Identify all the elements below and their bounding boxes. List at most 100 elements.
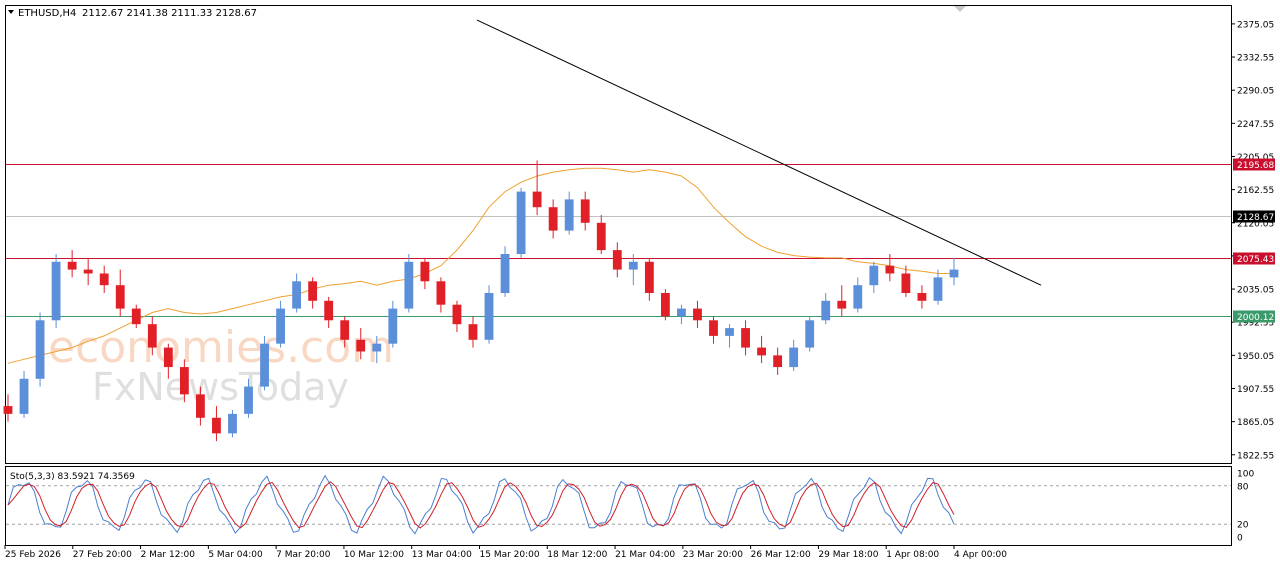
level-tag-2: 2075.43 (1237, 255, 1274, 265)
candle-body-51 (821, 300, 831, 321)
candle-body-16 (260, 343, 269, 387)
candle-body-11 (179, 367, 189, 395)
candle-body-20 (324, 300, 334, 321)
watermark-fxnewstoday: FxNewsToday (92, 365, 349, 409)
candle-body-0 (3, 406, 13, 414)
x-tick-label-2: 2 Mar 12:00 (141, 550, 196, 560)
level-tag-bg-3 (1233, 310, 1275, 323)
sto-axis-label-2: 20 (1237, 521, 1249, 531)
candle-body-17 (276, 308, 285, 344)
level-tag-0: 2195.68 (1237, 161, 1274, 171)
trendline (476, 19, 1042, 286)
candle-body-40 (644, 261, 654, 293)
candle-body-9 (147, 324, 157, 348)
watermark-economies: economies.com (48, 322, 394, 373)
candle-body-8 (131, 308, 141, 325)
candle-body-25 (404, 261, 414, 309)
candle-body-47 (757, 347, 767, 356)
candle-body-45 (725, 328, 734, 336)
candle-body-53 (853, 285, 863, 309)
y-tick-label-12: 1865.05 (1237, 418, 1274, 428)
candle-body-27 (436, 281, 446, 305)
x-tick-label-7: 15 Mar 20:00 (480, 550, 540, 560)
candle-body-24 (388, 308, 398, 344)
candle-body-23 (372, 343, 382, 352)
stochastic-group: 100 80 20 0 (6, 470, 1254, 544)
x-tick-label-6: 13 Mar 04:00 (412, 550, 472, 560)
candle-body-13 (212, 417, 221, 434)
scroll-marker-icon[interactable] (954, 6, 966, 12)
trendline-group (476, 19, 1042, 286)
stochastic-label: Sto(5,3,3) 83.5921 74.3569 (10, 472, 135, 482)
x-tick-label-11: 26 Mar 12:00 (751, 550, 811, 560)
level-tag-bg-2 (1233, 252, 1275, 265)
candle-body-10 (163, 347, 173, 368)
sto-signal-line (7, 481, 955, 529)
candle-body-58 (933, 277, 943, 301)
candle-body-46 (741, 328, 750, 348)
y-tick-label-8: 2035.05 (1237, 286, 1274, 296)
x-tick-label-10: 23 Mar 20:00 (683, 550, 743, 560)
candle-body-48 (773, 355, 783, 368)
candle-body-57 (917, 292, 927, 301)
candle-body-3 (51, 261, 61, 321)
price-axis: 2375.05 2332.55 2290.05 2247.55 2205.05 2162.… (1231, 20, 1274, 461)
x-tick-label-9: 21 Mar 04:00 (615, 550, 675, 560)
candle-body-29 (468, 324, 478, 340)
candle-body-59 (949, 269, 959, 278)
x-tick-label-0: 25 Feb 2026 (5, 550, 61, 560)
x-tick-label-5: 10 Mar 12:00 (344, 550, 404, 560)
level-tag-bg-1 (1233, 210, 1275, 223)
candle-body-37 (596, 222, 606, 251)
menu-triangle-icon[interactable] (8, 10, 14, 14)
horizontal-levels (6, 164, 1231, 317)
sto-axis-label-1: 80 (1237, 482, 1249, 492)
candle-body-34 (548, 207, 558, 231)
candle-body-5 (83, 269, 93, 274)
candle-body-54 (869, 265, 879, 286)
candle-body-43 (693, 308, 702, 321)
candle-body-33 (532, 191, 542, 208)
y-tick-label-5: 2162.55 (1237, 186, 1274, 196)
candles-group (3, 160, 959, 442)
candle-body-38 (612, 250, 622, 270)
y-tick-label-0: 2375.05 (1237, 20, 1274, 30)
ohlc-label: 2112.67 2141.38 2111.33 2128.67 (82, 8, 257, 19)
sto-axis-label-0: 100 (1237, 470, 1254, 480)
candle-body-52 (837, 300, 847, 309)
y-tick-label-4: 2205.05 (1237, 153, 1274, 163)
x-tick-label-8: 18 Mar 12:00 (547, 550, 607, 560)
candle-body-56 (901, 273, 911, 293)
sto-main-line (7, 474, 955, 535)
candle-body-19 (308, 281, 318, 301)
time-axis: 25 Feb 2026 27 Feb 20:00 2 Mar 12:00 5 Mar … (4, 545, 1007, 560)
x-tick-label-13: 1 Apr 08:00 (886, 550, 939, 560)
candle-body-26 (420, 261, 430, 282)
candle-body-12 (195, 394, 205, 418)
candle-body-49 (789, 347, 799, 368)
candle-body-18 (292, 281, 302, 309)
candle-body-42 (677, 308, 686, 317)
x-tick-label-14: 4 Apr 00:00 (954, 550, 1007, 560)
candle-body-41 (660, 292, 670, 317)
x-tick-label-12: 29 Mar 18:00 (818, 550, 878, 560)
candle-body-32 (516, 191, 526, 254)
candle-body-55 (885, 265, 895, 274)
level-tags: 2195.68 2128.67 2075.43 2000.12 (1233, 158, 1275, 323)
candle-body-50 (805, 320, 815, 348)
candle-body-4 (67, 261, 77, 270)
candle-body-35 (564, 199, 574, 231)
x-tick-label-4: 7 Mar 20:00 (276, 550, 331, 560)
y-tick-label-2: 2290.05 (1237, 87, 1274, 97)
candle-body-21 (340, 320, 350, 340)
y-tick-label-6: 2120.05 (1237, 219, 1274, 229)
y-tick-label-10: 1950.05 (1237, 352, 1274, 362)
y-tick-label-9: 1992.55 (1237, 319, 1274, 329)
x-tick-label-3: 5 Mar 04:00 (208, 550, 263, 560)
level-tag-3: 2000.12 (1237, 313, 1274, 323)
stochastic-plot-frame (5, 466, 1232, 546)
candle-body-22 (356, 339, 366, 352)
symbol-label: ETHUSD,H4 (18, 8, 76, 19)
y-tick-label-1: 2332.55 (1237, 54, 1274, 64)
